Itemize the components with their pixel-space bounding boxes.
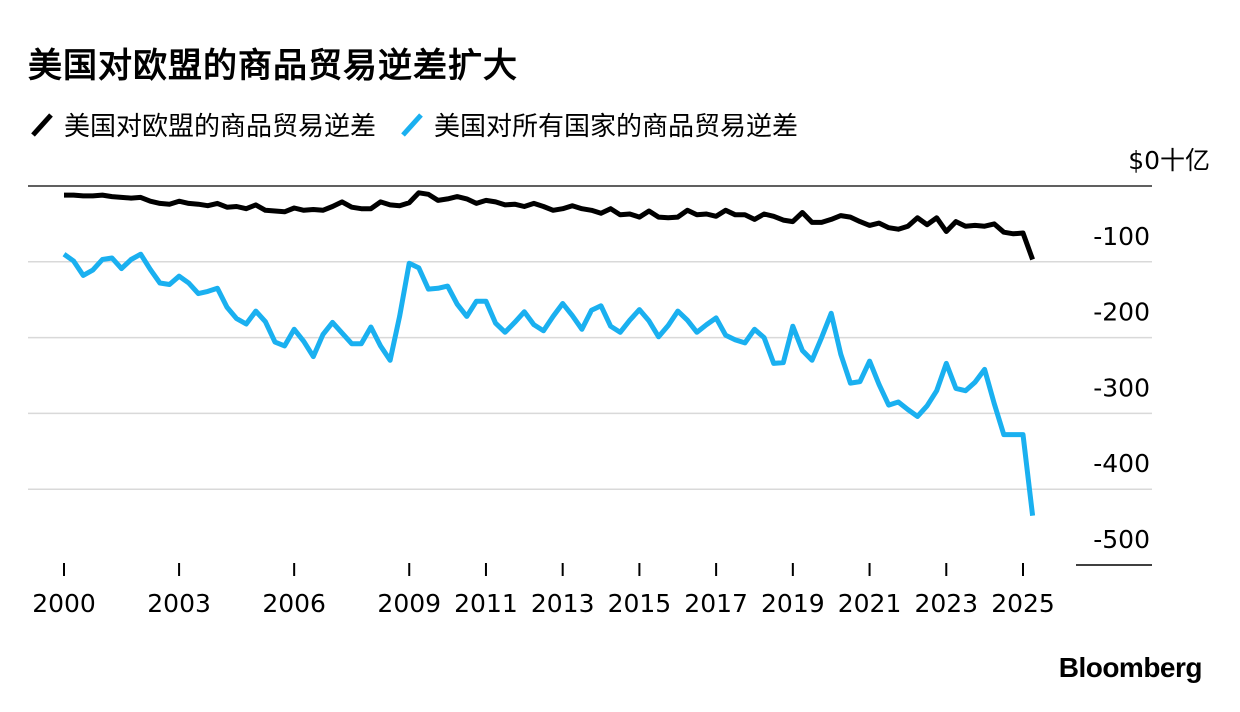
x-tick-label: 2000: [32, 589, 96, 618]
x-tick-label: 2023: [914, 589, 978, 618]
x-tick-label: 2017: [684, 589, 748, 618]
x-tick-label: 2015: [608, 589, 672, 618]
legend-item-all: 美国对所有国家的商品贸易逆差: [398, 106, 798, 143]
series-line-all: [62, 251, 1036, 516]
chart-title: 美国对欧盟的商品贸易逆差扩大: [28, 46, 518, 86]
y-tick-label: -300: [1093, 373, 1150, 402]
legend-swatch-all: [401, 113, 423, 137]
y-tick-label: -500: [1093, 525, 1150, 554]
x-tick-label: 2021: [838, 589, 902, 618]
x-tick-label: 2003: [147, 589, 211, 618]
chart-legend: 美国对欧盟的商品贸易逆差 美国对所有国家的商品贸易逆差: [28, 104, 820, 144]
legend-label-eu: 美国对欧盟的商品贸易逆差: [64, 111, 377, 142]
series-line-eu: [64, 190, 1035, 261]
y-tick-label: -100: [1093, 222, 1150, 251]
y-unit-label: $0十亿: [1128, 146, 1210, 175]
legend-item-eu: 美国对欧盟的商品贸易逆差: [28, 106, 376, 143]
y-tick-label: -400: [1093, 449, 1150, 478]
legend-swatch-eu: [31, 113, 53, 137]
bloomberg-logo: Bloomberg: [1058, 652, 1203, 683]
x-tick-label: 2019: [761, 589, 825, 618]
legend-label-all: 美国对所有国家的商品贸易逆差: [434, 111, 799, 142]
y-tick-label: -200: [1093, 298, 1150, 327]
x-tick-label: 2011: [454, 589, 518, 618]
x-tick-label: 2006: [262, 589, 326, 618]
x-tick-label: 2013: [531, 589, 595, 618]
x-tick-label: 2025: [991, 589, 1055, 618]
x-tick-label: 2009: [377, 589, 441, 618]
